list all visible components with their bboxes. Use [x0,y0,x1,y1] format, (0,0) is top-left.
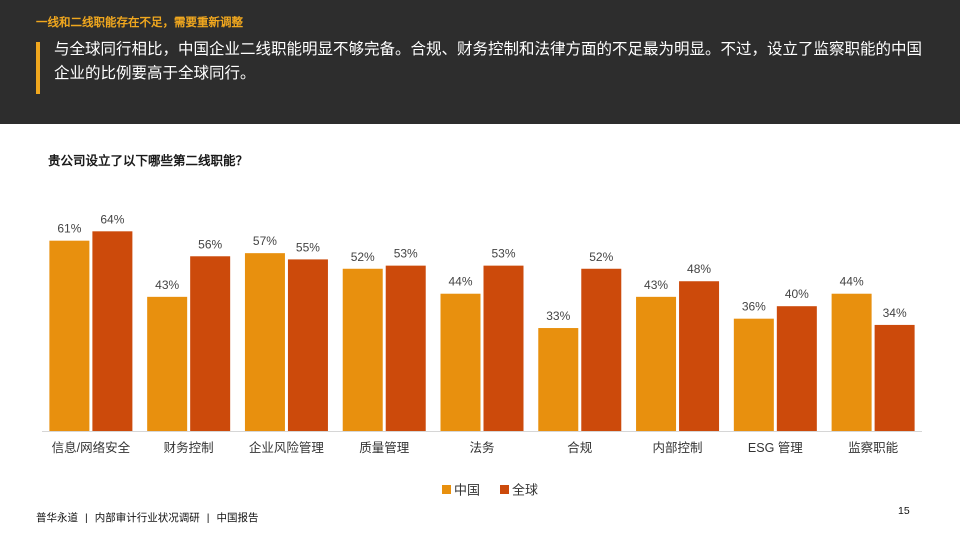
bar-global-0 [92,231,133,431]
header-banner: 一线和二线职能存在不足，需要重新调整 与全球同行相比，中国企业二线职能明显不够完… [0,0,960,124]
bar-china-2 [244,253,285,431]
footer-edition: 中国报告 [216,512,259,524]
bar-china-0 [49,240,90,431]
category-label: 合规 [567,440,592,455]
bar-global-3 [385,265,426,431]
headline-text: 与全球同行相比，中国企业二线职能明显不够完备。合规、财务控制和法律方面的不足最为… [54,41,923,82]
category-label: ESG 管理 [748,440,803,455]
data-label: 33% [546,309,570,323]
legend-label: 全球 [512,483,538,498]
data-label: 34% [883,306,907,320]
accent-bar [36,42,40,94]
category-label: 企业风险管理 [249,440,325,455]
data-label: 53% [491,247,515,261]
bar-global-2 [287,259,328,431]
footer-brand: 普华永道 [36,512,78,524]
bar-global-6 [679,281,720,431]
data-label: 61% [57,222,81,236]
bar-china-8 [831,293,872,431]
bar-china-6 [636,296,677,431]
data-label: 43% [155,278,179,292]
category-label: 信息/网络安全 [52,440,131,455]
legend-swatch [442,485,451,494]
data-label: 48% [687,262,711,276]
category-label: 法务 [469,440,494,455]
chart-title: 贵公司设立了以下哪些第二线职能？ [48,154,249,168]
legend-label: 中国 [454,483,480,498]
legend-swatch [500,485,509,494]
footer: 普华永道 | 内部审计行业状况调研 | 中国报告 [36,510,258,525]
category-label: 财务控制 [164,440,214,455]
bar-global-4 [483,265,524,431]
footer-separator: | [206,512,210,524]
data-label: 64% [100,212,124,226]
bar-global-8 [874,324,915,431]
data-label: 53% [394,247,418,261]
bar-global-7 [776,306,817,431]
data-label: 55% [296,240,320,254]
bar-china-5 [538,328,579,431]
bar-global-5 [581,268,622,431]
footer-separator: | [85,512,88,524]
bar-china-7 [733,318,774,431]
data-label: 36% [742,300,766,314]
data-label: 43% [644,278,668,292]
data-label: 52% [589,250,613,264]
data-label: 56% [198,237,222,251]
category-label: 内部控制 [653,440,703,455]
footer-report: 内部审计行业状况调研 [94,512,200,524]
data-label: 40% [785,287,809,301]
bar-china-1 [147,296,188,431]
data-label: 44% [840,275,864,289]
data-label: 57% [253,234,277,248]
page-number: 15 [898,505,910,517]
data-label: 44% [448,275,472,289]
data-label: 52% [351,250,375,264]
category-label: 质量管理 [359,440,410,455]
bar-global-1 [190,256,231,431]
category-label: 监察职能 [848,441,899,455]
bar-china-3 [342,268,383,431]
bar-china-4 [440,293,481,431]
section-kicker: 一线和二线职能存在不足，需要重新调整 [36,17,243,29]
